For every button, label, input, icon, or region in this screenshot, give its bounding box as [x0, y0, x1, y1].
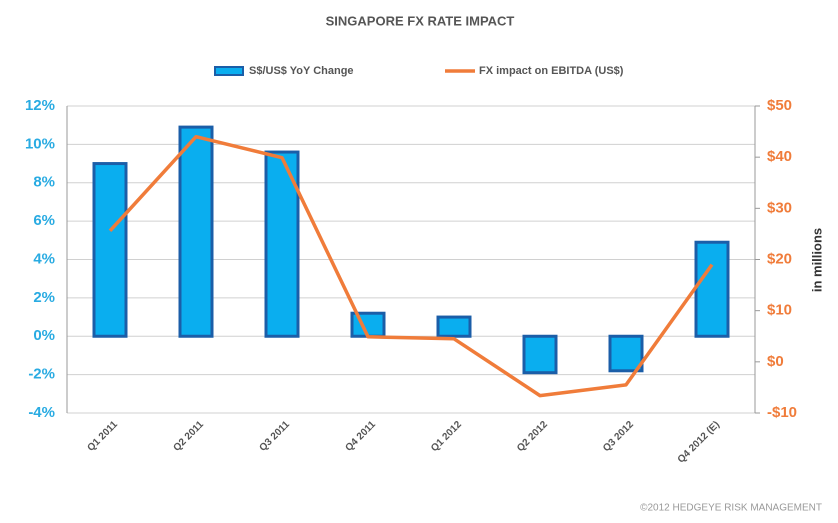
- footer: ©2012 HEDGEYE RISK MANAGEMENT: [640, 503, 822, 514]
- bar: [178, 125, 214, 338]
- y2-tick-label: $50: [767, 97, 792, 114]
- y-tick-label: -4%: [28, 404, 55, 421]
- y-tick-label: -2%: [28, 366, 55, 383]
- bar: [436, 315, 472, 338]
- y-tick-label: 0%: [33, 327, 55, 344]
- bar: [608, 334, 644, 373]
- y-tick-label: 4%: [33, 250, 55, 267]
- y-tick-label: 2%: [33, 289, 55, 306]
- x-tick-label: Q2 2012: [515, 419, 550, 454]
- y2-axis-label: in millions: [809, 228, 824, 292]
- y2-tick-label: $20: [767, 250, 792, 267]
- y-tick-label: 8%: [33, 174, 55, 191]
- y2-tick-label: -$10: [767, 404, 797, 421]
- y2-tick-label: $40: [767, 148, 792, 165]
- y2-tick-label: $0: [767, 353, 784, 370]
- y2-tick-label: $10: [767, 302, 792, 319]
- x-tick-label: Q1 2011: [85, 419, 120, 454]
- bar: [694, 240, 730, 338]
- y-tick-label: 12%: [25, 97, 55, 114]
- line: [108, 134, 714, 398]
- y-tick-label: 10%: [25, 135, 55, 152]
- legend-label: S$/US$ YoY Change: [249, 65, 354, 77]
- bar: [522, 334, 558, 375]
- y-tick-label: 6%: [33, 212, 55, 229]
- x-tick-label: Q1 2012: [429, 419, 464, 454]
- legend-swatch: [214, 66, 244, 76]
- y2-tick-label: $30: [767, 199, 792, 216]
- x-tick-label: Q2 2011: [171, 419, 206, 454]
- x-tick-label: Q3 2011: [257, 419, 292, 454]
- legend-label: FX impact on EBITDA (US$): [479, 65, 624, 77]
- x-tick-label: Q4 2011: [343, 419, 378, 454]
- x-tick-label: Q4 2012 (E): [676, 419, 722, 465]
- x-tick-label: Q3 2012: [601, 419, 636, 454]
- chart-title: SINGAPORE FX RATE IMPACT: [326, 13, 515, 28]
- bar: [92, 162, 128, 338]
